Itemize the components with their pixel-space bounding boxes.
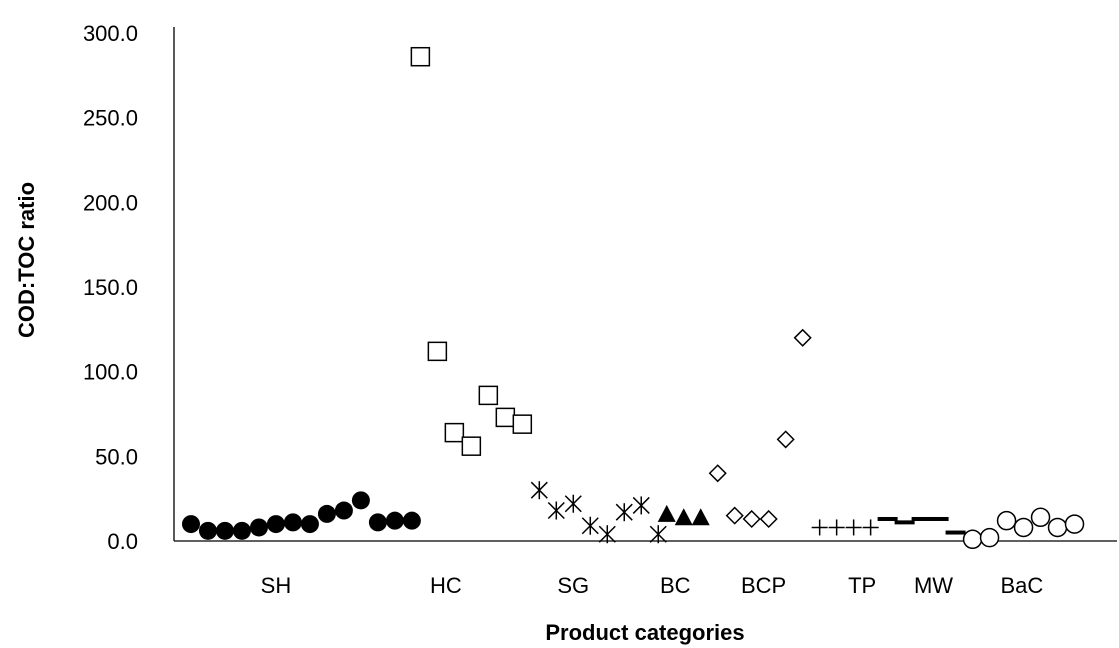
data-point	[198, 521, 217, 540]
data-point	[674, 508, 693, 526]
data-point	[598, 525, 616, 544]
data-point	[385, 511, 404, 530]
data-point	[512, 414, 533, 434]
data-point	[444, 422, 465, 443]
y-tick-label: 100.0	[83, 360, 138, 385]
y-tick-label: 0.0	[107, 529, 138, 554]
data-point	[811, 519, 828, 536]
category-labels: SH HC SG BC BCP TP MW BaC	[261, 573, 1044, 598]
axes	[173, 27, 1117, 542]
data-point	[478, 385, 499, 406]
data-point	[351, 491, 370, 510]
data-point	[410, 46, 431, 67]
category-label: BaC	[1000, 573, 1043, 598]
data-point	[828, 519, 845, 536]
data-point	[581, 516, 599, 535]
data-point	[1064, 514, 1085, 534]
y-tick-label: 200.0	[83, 190, 138, 215]
data-point	[232, 521, 251, 540]
category-label: BC	[660, 573, 691, 598]
data-point	[657, 504, 676, 522]
category-label: SH	[261, 573, 292, 598]
category-label: HC	[430, 573, 462, 598]
category-label: MW	[914, 573, 953, 598]
y-tick-label: 250.0	[83, 106, 138, 131]
data-point	[1013, 517, 1034, 538]
data-point	[300, 515, 319, 534]
data-point	[317, 504, 336, 523]
y-tick-label: 300.0	[83, 21, 138, 46]
x-axis-title: Product categories	[545, 620, 744, 645]
data-point	[368, 513, 387, 532]
data-point	[776, 430, 795, 449]
data-point	[945, 530, 966, 535]
y-tick-label: 150.0	[83, 275, 138, 300]
data-point	[845, 519, 862, 536]
data-point	[691, 508, 710, 526]
data-point	[649, 525, 667, 544]
data-point	[427, 341, 448, 362]
data-point	[894, 520, 915, 525]
data-point	[547, 501, 565, 520]
y-axis-title: COD:TOC ratio	[14, 182, 39, 338]
data-point	[725, 506, 744, 525]
category-label: BCP	[741, 573, 786, 598]
data-point	[632, 496, 650, 515]
data-point	[759, 509, 778, 529]
category-label: SG	[557, 573, 589, 598]
data-point	[495, 407, 516, 428]
data-point	[283, 513, 302, 532]
data-point	[530, 481, 548, 500]
data-point	[215, 521, 234, 540]
data-point	[266, 515, 285, 534]
data-point	[996, 510, 1017, 531]
data-point	[962, 529, 983, 550]
data-point	[334, 501, 353, 520]
data-point	[862, 519, 879, 536]
data-points	[181, 46, 1085, 550]
data-point	[928, 516, 949, 521]
data-point	[793, 328, 812, 347]
data-point	[402, 511, 421, 530]
data-point	[1047, 517, 1068, 538]
data-point	[461, 436, 482, 456]
data-point	[181, 515, 200, 534]
data-point	[877, 516, 898, 521]
data-point	[564, 494, 582, 513]
category-label: TP	[848, 573, 876, 598]
data-point	[911, 516, 932, 521]
data-point	[708, 464, 727, 483]
data-point	[979, 527, 1000, 548]
data-point	[615, 503, 633, 522]
data-point	[742, 509, 761, 529]
y-tick-label: 50.0	[95, 444, 138, 469]
data-point	[1030, 507, 1051, 528]
data-point	[249, 518, 268, 537]
y-tick-labels: 0.0 50.0 100.0 150.0 200.0 250.0 300.0	[83, 21, 138, 554]
